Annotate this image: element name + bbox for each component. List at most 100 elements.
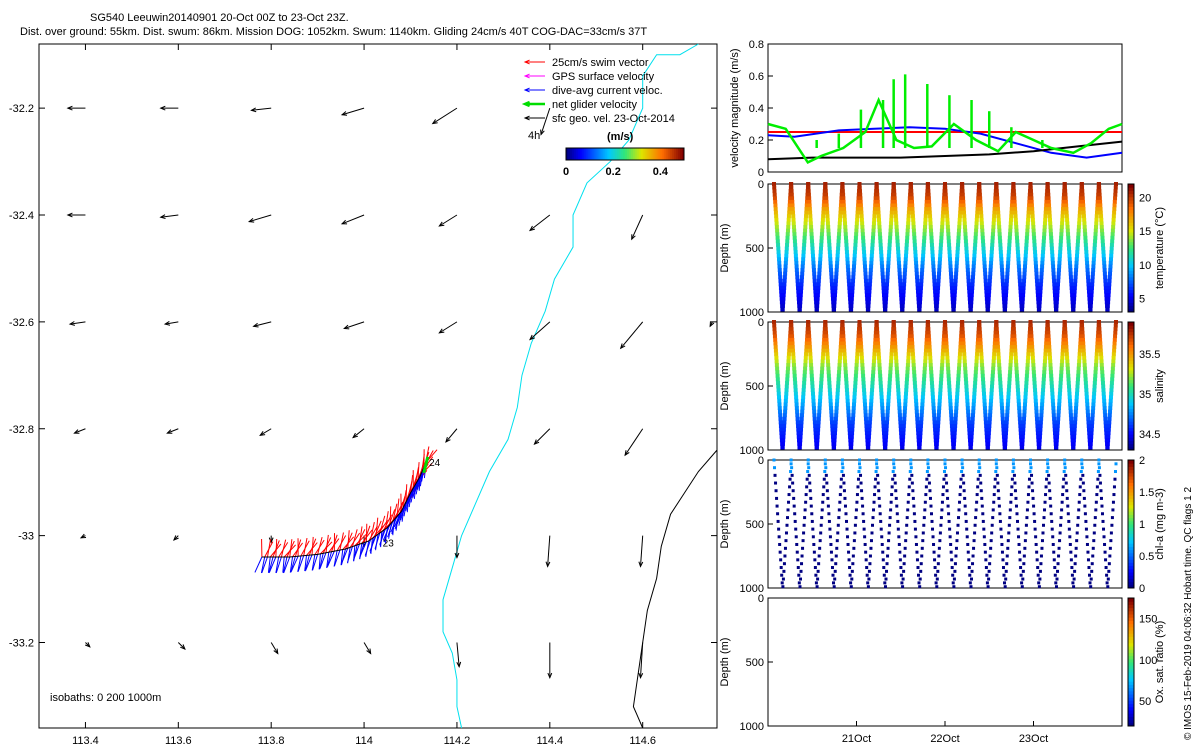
map-colorbar-segment	[632, 148, 636, 160]
chl-point	[1011, 458, 1015, 462]
chl-point	[872, 500, 876, 504]
profile-point	[957, 363, 962, 368]
profile-point	[1052, 282, 1057, 287]
profile-point	[1101, 395, 1106, 400]
profile-point	[829, 409, 834, 414]
profile-point	[887, 388, 892, 393]
profile-point	[915, 275, 920, 280]
profile-point	[1108, 406, 1113, 411]
profile-point	[830, 423, 835, 428]
colorbar-segment	[1128, 344, 1134, 349]
profile-point	[869, 257, 874, 262]
profile-point	[1059, 363, 1064, 368]
chl-point	[919, 569, 923, 573]
profile-point	[950, 289, 955, 294]
profile-point	[988, 409, 993, 414]
profile-point	[867, 282, 872, 287]
colorbar-segment	[1128, 556, 1134, 560]
profile-point	[801, 388, 806, 393]
profile-point	[860, 221, 865, 226]
profile-point	[789, 189, 794, 194]
profile-point	[790, 203, 795, 208]
profile-point	[803, 366, 808, 371]
profile-point	[916, 431, 921, 436]
profile-point	[1107, 420, 1112, 425]
geo-velocity-vector	[251, 107, 272, 111]
profile-point	[789, 323, 794, 328]
chl-point	[891, 477, 895, 481]
chl-point	[1108, 554, 1112, 558]
profile-point	[1045, 182, 1050, 186]
profile-point	[901, 296, 906, 301]
profile-point	[1110, 239, 1115, 244]
profile-point	[791, 355, 796, 360]
profile-point	[1033, 257, 1038, 262]
legend-marker-4-head	[523, 115, 530, 121]
chl-point	[1042, 516, 1046, 520]
profile-point	[812, 282, 817, 287]
chl-point	[911, 489, 915, 493]
profile-point	[890, 199, 895, 204]
profile-point	[863, 413, 868, 418]
chl-point	[995, 473, 999, 477]
profile-point	[1084, 257, 1089, 262]
profile-point	[887, 384, 892, 389]
profile-point	[842, 352, 847, 357]
colorbar-segment	[1128, 568, 1134, 573]
profile-point	[843, 363, 848, 368]
profile-point	[982, 398, 987, 403]
profile-point	[1108, 395, 1113, 400]
velocity-series-3	[767, 96, 1123, 165]
profile-point	[1098, 337, 1103, 342]
colorbar-segment	[1128, 662, 1134, 666]
profile-point	[787, 337, 792, 342]
profile-point	[837, 359, 842, 364]
profile-point	[830, 431, 835, 436]
profile-point	[868, 409, 873, 414]
profile-point	[1014, 235, 1019, 240]
profile-point	[1052, 278, 1057, 283]
profile-point	[826, 370, 831, 375]
map-x-tick-label: 113.6	[165, 735, 192, 747]
profile-point	[803, 225, 808, 230]
chl-point	[817, 562, 821, 566]
profile-point	[958, 210, 963, 215]
profile-point	[794, 402, 799, 407]
profile-point	[864, 420, 869, 425]
profile-point	[948, 271, 953, 276]
profile-point	[827, 377, 832, 382]
profile-point	[960, 189, 965, 194]
profile-point	[864, 282, 869, 287]
interval-label: 4h	[528, 130, 540, 142]
chl-point	[918, 577, 922, 581]
profile-point	[1009, 352, 1014, 357]
map-colorbar-segment	[638, 148, 642, 160]
map-colorbar-segment	[654, 148, 657, 160]
profile-point	[933, 293, 938, 298]
profile-point	[1098, 203, 1103, 208]
chl-point	[874, 470, 878, 474]
profile-point	[840, 323, 845, 328]
profile-point	[966, 275, 971, 280]
profile-point	[799, 416, 804, 421]
profile-point	[772, 334, 777, 339]
chl-point	[944, 473, 948, 477]
profile-point	[1103, 275, 1108, 280]
chl-point	[886, 546, 890, 550]
colorbar-segment	[1128, 601, 1134, 605]
chl-point	[902, 569, 906, 573]
profile-point	[1016, 257, 1021, 262]
profile-point	[860, 232, 865, 237]
profile-point	[960, 327, 965, 332]
chl-point	[993, 485, 997, 489]
chl-point	[869, 539, 873, 543]
profile-point	[824, 341, 829, 346]
profile-point	[794, 268, 799, 273]
chl-point	[785, 523, 789, 527]
profile-point	[972, 257, 977, 262]
dive-avg-current-vector	[305, 554, 313, 571]
profile-point	[1074, 395, 1079, 400]
profile-point	[895, 377, 900, 382]
legend-label-2: dive-avg current veloc.	[552, 85, 663, 97]
colorbar-segment	[1128, 630, 1134, 634]
